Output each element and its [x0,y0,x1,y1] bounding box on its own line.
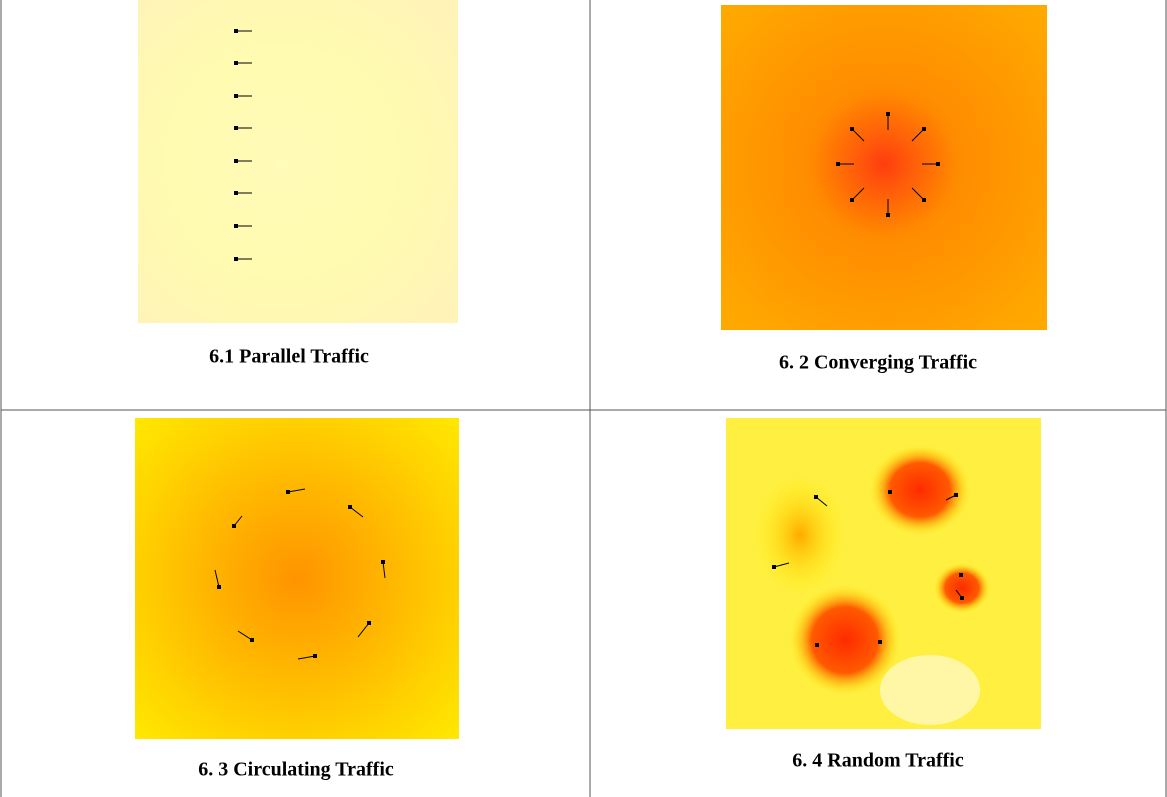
figure-image [726,418,1041,729]
figure-image [138,0,458,323]
vehicles [836,112,940,217]
figure-caption: 6.1 Parallel Traffic [209,346,369,368]
vehicles [772,490,964,647]
vehicles [234,29,252,261]
figure-caption: 6. 2 Converging Traffic [779,352,977,374]
figure-caption: 6. 3 Circulating Traffic [198,759,394,781]
figure-image [721,5,1047,330]
figure-caption: 6. 4 Random Traffic [792,750,964,772]
vehicles [214,488,386,660]
figure-image [135,418,459,739]
